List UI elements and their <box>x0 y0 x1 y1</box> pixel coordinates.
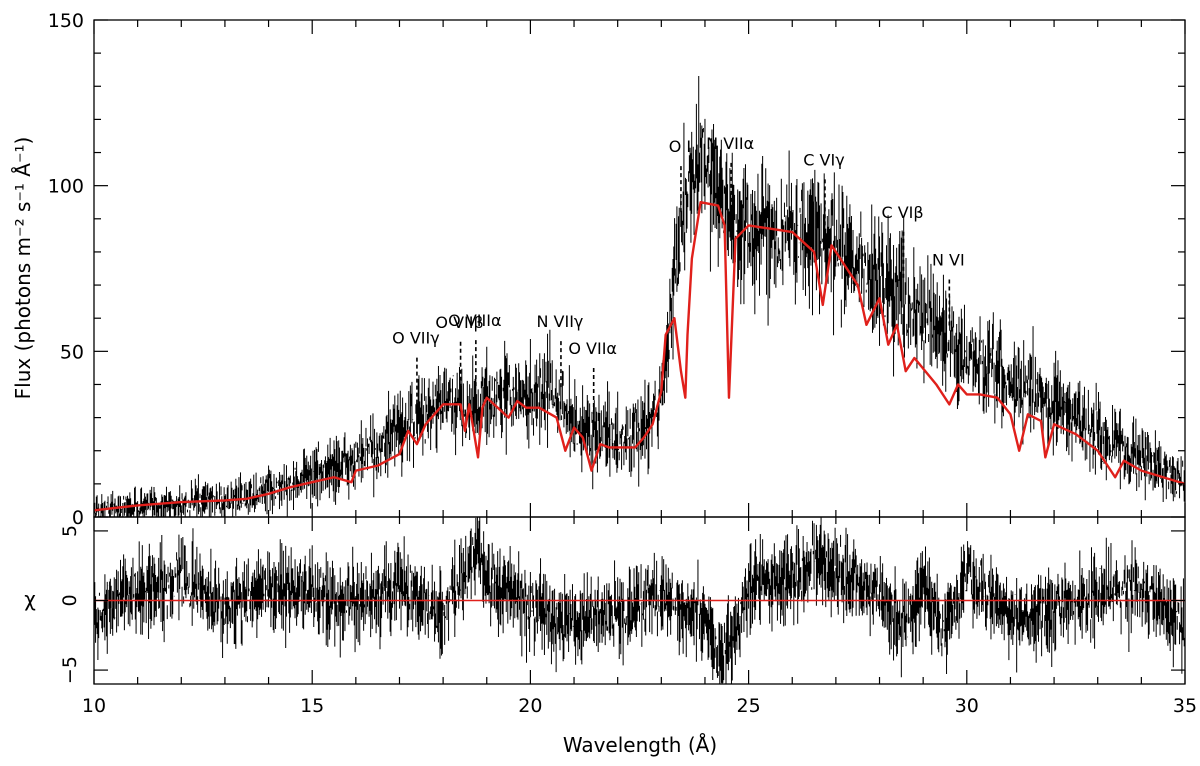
observed-spectrum-trace <box>93 76 1186 517</box>
y-tick-label: 0 <box>72 507 84 529</box>
line-label: N VI <box>932 250 965 269</box>
x-tick-label: 15 <box>300 695 324 717</box>
line-label: N VIIγ <box>536 312 583 331</box>
residual-panel: −5 0 5 χ <box>24 516 1186 685</box>
model-spectrum-curve <box>93 201 1186 512</box>
residual-y-axis-title: χ <box>24 587 36 611</box>
x-tick-label: 10 <box>82 695 106 717</box>
y-tick-label: 150 <box>48 10 84 32</box>
line-label: O VIIγ <box>392 329 440 348</box>
line-label: N VIIα <box>706 134 754 153</box>
x-axis-title: Wavelength (Å) <box>563 733 717 757</box>
y-tick-label: 100 <box>48 176 84 198</box>
spectrum-y-axis-title: Flux (photons m⁻² s⁻¹ Å⁻¹) <box>11 137 35 400</box>
residual-y-ticks: −5 0 5 <box>59 525 1185 684</box>
line-label: O VIIIα <box>448 311 501 330</box>
residual-series-layer <box>93 517 1186 684</box>
residual-y-tick-label: 5 <box>59 525 81 537</box>
line-label: O I <box>669 137 691 156</box>
line-label: O VIIβ <box>435 313 483 332</box>
x-axis-ticks: 10 15 20 25 30 35 <box>82 20 1197 717</box>
spectrum-y-ticks: 0 50 100 150 <box>48 10 1185 529</box>
line-label: C VIβ <box>881 203 923 222</box>
x-tick-label: 25 <box>737 695 761 717</box>
x-tick-label: 20 <box>518 695 542 717</box>
residual-y-tick-label: −5 <box>59 656 81 684</box>
line-label: C VIγ <box>803 150 844 169</box>
spectrum-series-layer <box>93 76 1186 517</box>
residual-y-tick-label: 0 <box>59 594 81 606</box>
y-tick-label: 50 <box>60 341 84 363</box>
x-tick-label: 35 <box>1173 695 1197 717</box>
line-label: O VIIα <box>568 339 617 358</box>
x-tick-label: 30 <box>955 695 979 717</box>
